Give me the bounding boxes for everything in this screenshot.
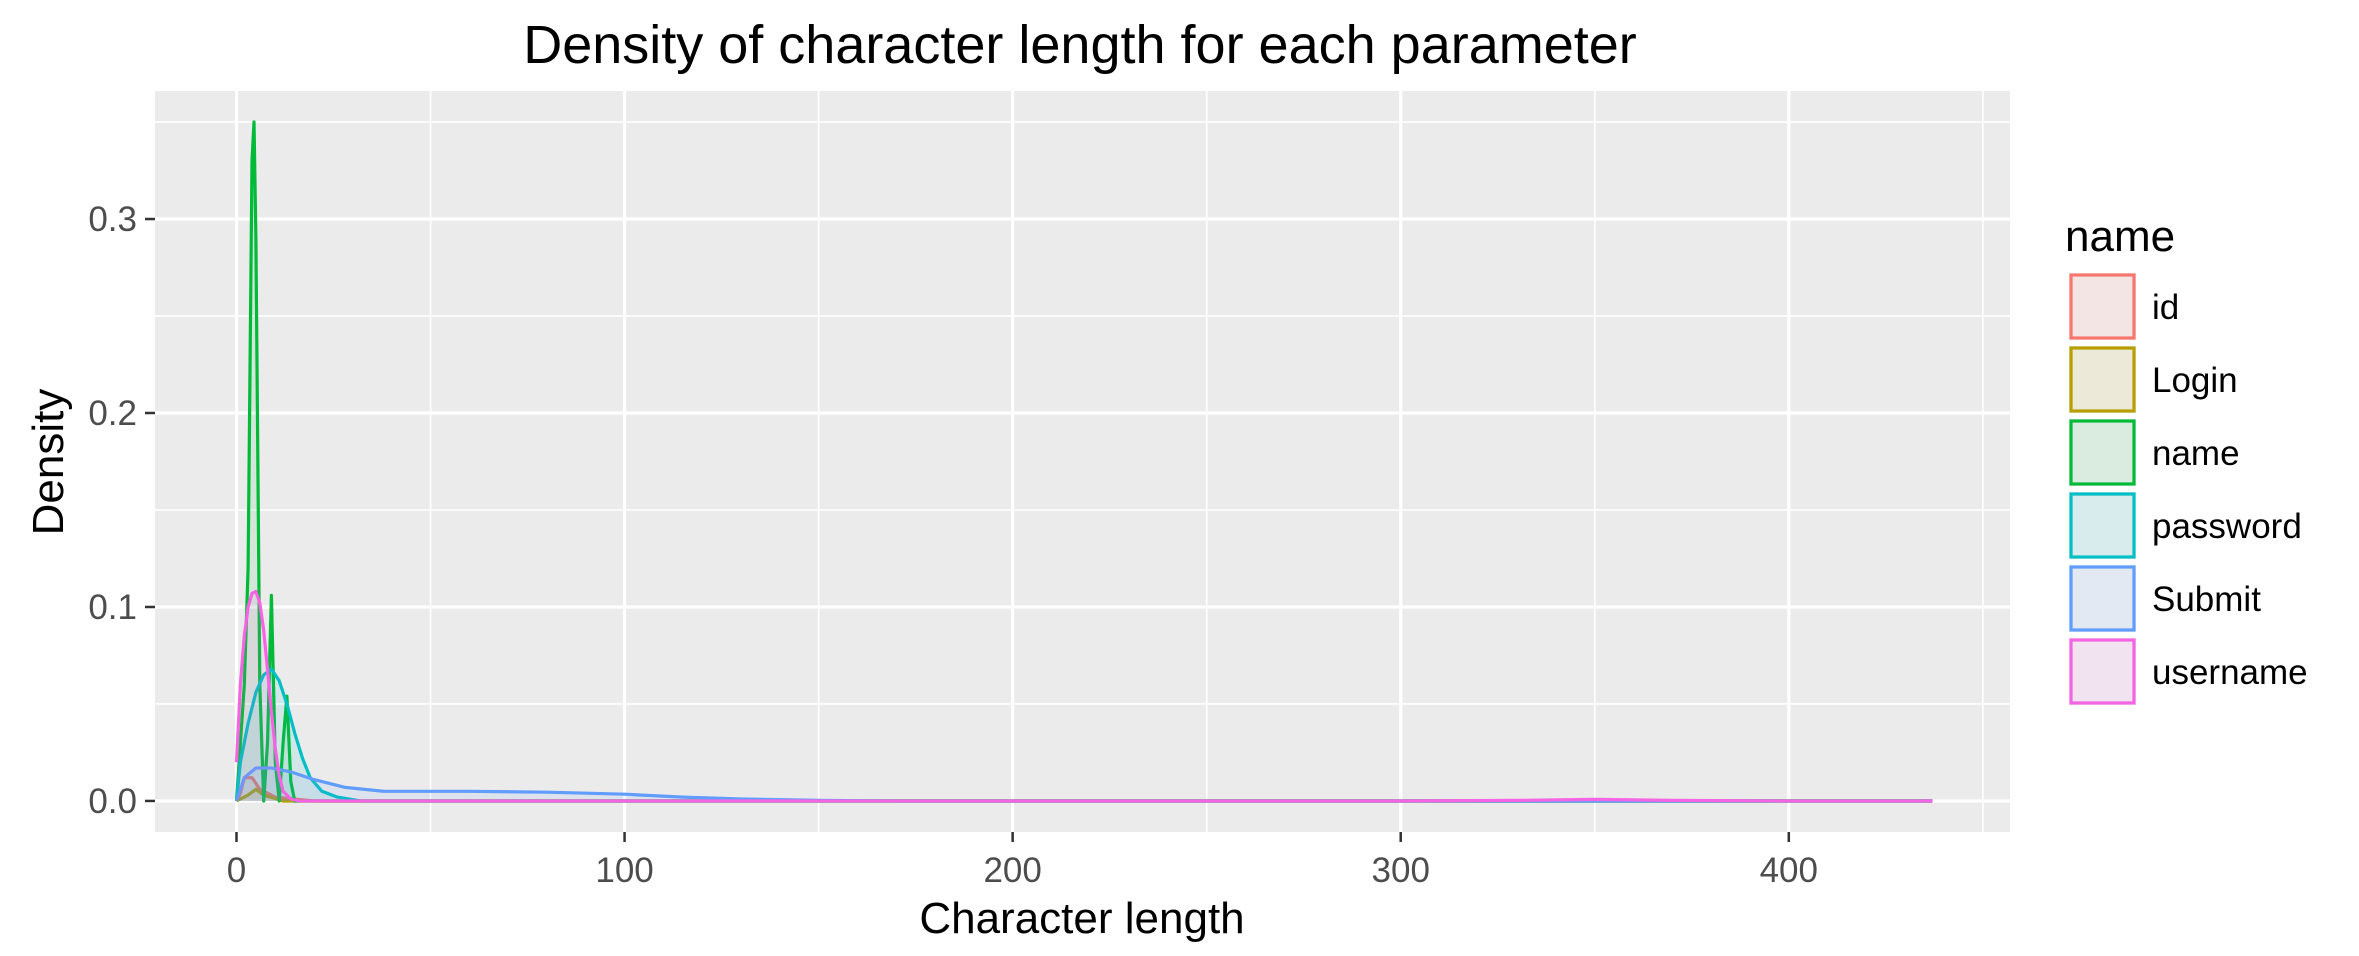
plot-panel — [155, 91, 2010, 832]
legend-key-bg — [2069, 346, 2136, 413]
chart-title: Density of character length for each par… — [523, 15, 1637, 75]
x-axis-title: Character length — [919, 894, 1244, 943]
x-tick-label: 0 — [227, 851, 246, 890]
x-tick-label: 300 — [1372, 851, 1430, 890]
legend-key — [2069, 638, 2136, 705]
series-layer — [234, 120, 1933, 803]
legend-key-bg — [2069, 419, 2136, 486]
legend-key — [2069, 419, 2136, 486]
legend-label: Login — [2152, 361, 2238, 400]
legend-label: name — [2152, 434, 2240, 473]
legend-key — [2069, 565, 2136, 632]
legend-key-bg — [2069, 638, 2136, 705]
legend-label: Submit — [2152, 580, 2261, 619]
x-tick-label: 100 — [595, 851, 653, 890]
legend-key-bg — [2069, 565, 2136, 632]
legend: name id Login name password Submit username — [2065, 212, 2308, 705]
legend-label: password — [2152, 507, 2302, 546]
legend-key — [2069, 346, 2136, 413]
y-axis: 0.0 0.1 0.2 0.3 — [88, 200, 155, 821]
legend-key-bg — [2069, 492, 2136, 559]
series-line — [234, 589, 1933, 803]
legend-label: id — [2152, 288, 2179, 327]
series-username — [234, 589, 1933, 803]
y-tick-label: 0.0 — [88, 782, 137, 821]
y-tick-label: 0.3 — [88, 200, 137, 239]
legend-key — [2069, 273, 2136, 340]
x-tick-label: 200 — [983, 851, 1041, 890]
legend-key — [2069, 492, 2136, 559]
series-line — [234, 667, 1933, 803]
series-area — [236, 768, 1933, 801]
grid-minor — [155, 91, 2010, 832]
x-axis: 0 100 200 300 400 — [227, 832, 1818, 890]
y-tick-label: 0.2 — [88, 394, 137, 433]
legend-key-bg — [2069, 273, 2136, 340]
y-tick-label: 0.1 — [88, 588, 137, 627]
legend-label: username — [2152, 653, 2308, 692]
y-axis-title: Density — [24, 389, 73, 536]
x-tick-label: 400 — [1760, 851, 1818, 890]
legend-title: name — [2065, 212, 2175, 261]
series-password — [234, 667, 1933, 803]
